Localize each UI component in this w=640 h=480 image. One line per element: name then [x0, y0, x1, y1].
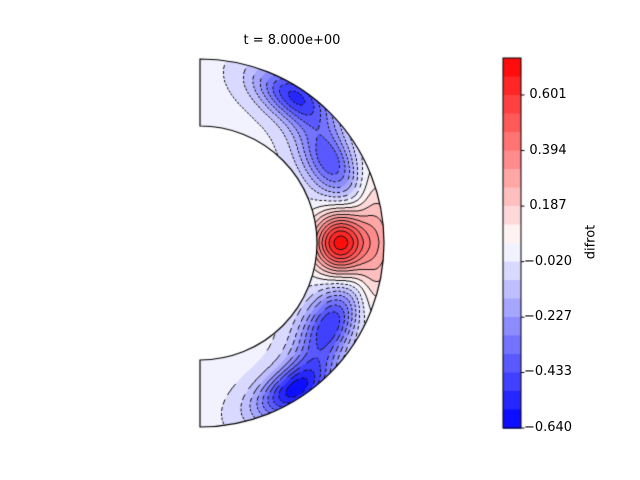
colorbar-tick-label: −0.020: [523, 253, 573, 269]
colorbar-tick-label: 0.394: [529, 142, 567, 158]
colorbar-tick-label: −0.640: [523, 420, 573, 435]
colorbar-tick-label: −0.227: [523, 309, 573, 325]
colorbar-tick-label: 0.601: [529, 86, 567, 102]
plot-title: t = 8.000e+00: [243, 33, 341, 48]
colorbar-tick-label: 0.187: [529, 198, 567, 214]
colorbar-tick-label: −0.433: [523, 364, 573, 380]
colorbar-axis-label: difrot: [583, 224, 599, 260]
